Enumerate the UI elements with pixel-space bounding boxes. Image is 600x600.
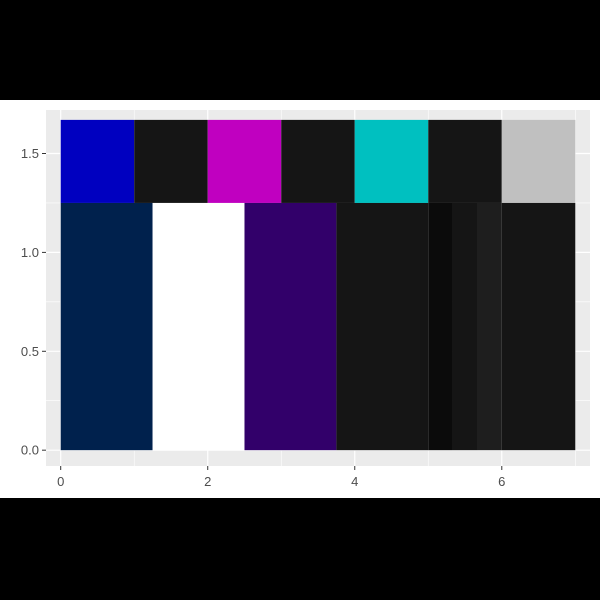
plot-area: 0 2 4 6 0.0 0.5 1.0 1.5 xyxy=(0,100,600,498)
tile-4 xyxy=(281,119,355,203)
tile-13 xyxy=(452,202,478,451)
tile-12 xyxy=(428,202,453,451)
tile-10 xyxy=(244,202,337,451)
y-tick-label: 1.5 xyxy=(21,146,39,161)
tile-1 xyxy=(60,119,135,203)
tile-2 xyxy=(134,119,208,203)
tile-15 xyxy=(501,202,576,451)
x-tick-label: 0 xyxy=(57,474,64,489)
tile-6 xyxy=(428,119,502,203)
tile-11 xyxy=(336,202,429,451)
y-tick-label: 0.0 xyxy=(21,443,39,458)
tile-3 xyxy=(207,119,282,203)
x-tick-label: 6 xyxy=(498,474,505,489)
tile-9 xyxy=(152,202,245,451)
tile-8 xyxy=(60,202,153,451)
tile-plot: 0 2 4 6 0.0 0.5 1.0 1.5 xyxy=(21,110,590,489)
tile-14 xyxy=(477,202,502,451)
x-tick-label: 4 xyxy=(351,474,358,489)
y-tick-label: 0.5 xyxy=(21,344,39,359)
tile-7 xyxy=(501,119,576,203)
y-tick-label: 1.0 xyxy=(21,245,39,260)
x-tick-label: 2 xyxy=(204,474,211,489)
tile-5 xyxy=(354,119,429,203)
